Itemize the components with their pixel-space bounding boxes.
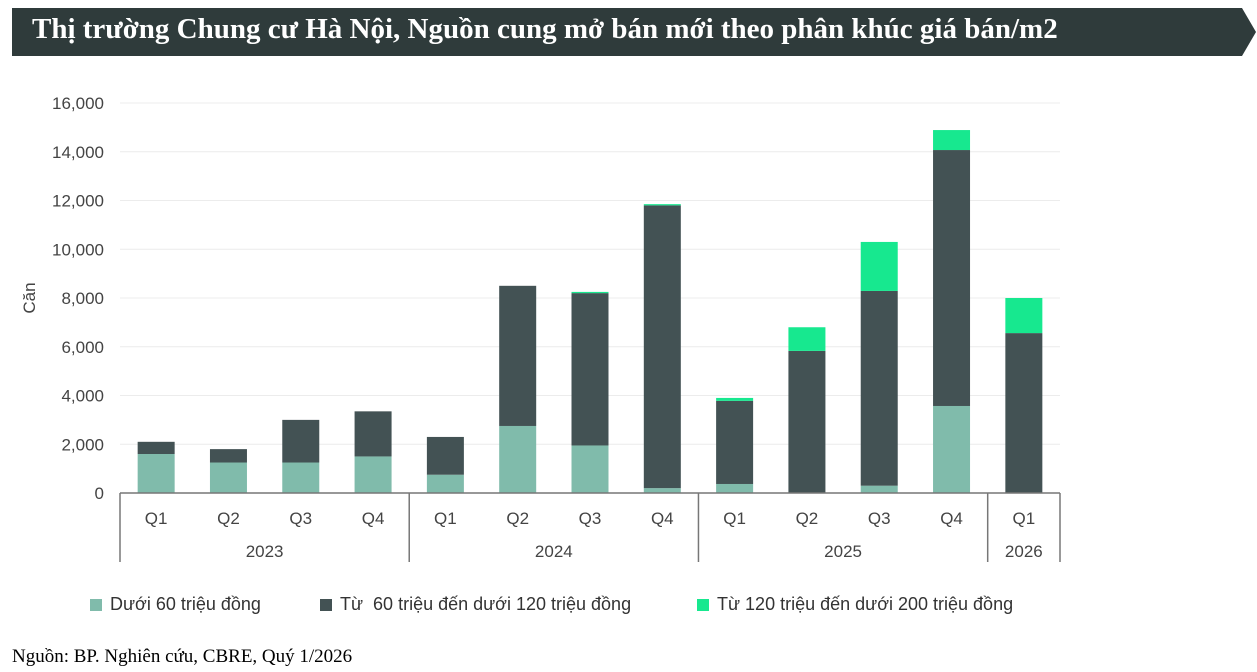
legend-item-2: Từ 60 triệu đến dưới 120 triệu đồng: [320, 594, 631, 615]
bar-segment-1: [426, 474, 464, 493]
x-tick-label: Q4: [940, 509, 963, 528]
bar-segment-2: [137, 441, 175, 454]
x-tick-label: Q2: [217, 509, 240, 528]
x-group-label: 2025: [824, 542, 862, 561]
bar-segment-3: [643, 204, 681, 206]
bar-segment-2: [282, 419, 320, 463]
y-tick-label: 0: [95, 484, 104, 503]
y-tick-label: 14,000: [52, 143, 104, 162]
y-tick-label: 2,000: [61, 435, 104, 454]
x-tick-label: Q3: [868, 509, 891, 528]
x-group-label: 2024: [535, 542, 573, 561]
y-tick-label: 10,000: [52, 240, 104, 259]
legend-item-1: Dưới 60 triệu đồng: [90, 594, 261, 615]
bar-segment-3: [788, 327, 826, 351]
title-banner: [12, 8, 1256, 56]
x-tick-label: Q4: [362, 509, 385, 528]
bar-segment-3: [860, 241, 898, 291]
bar-segment-3: [933, 130, 971, 151]
legend-swatch: [320, 598, 332, 611]
bar-segment-3: [1005, 298, 1043, 334]
x-tick-label: Q3: [579, 509, 602, 528]
bar-segment-2: [716, 400, 754, 484]
x-tick-label: Q2: [796, 509, 819, 528]
x-tick-label: Q1: [723, 509, 746, 528]
y-tick-label: 6,000: [61, 338, 104, 357]
x-tick-label: Q1: [145, 509, 168, 528]
source-note: Nguồn: BP. Nghiên cứu, CBRE, Quý 1/2026: [12, 646, 353, 667]
y-tick-label: 16,000: [52, 94, 104, 113]
legend-swatch: [90, 598, 102, 611]
bar-segment-1: [933, 405, 971, 493]
bar-segment-1: [571, 445, 609, 493]
y-tick-label: 4,000: [61, 387, 104, 406]
bar-segment-1: [137, 454, 175, 493]
y-tick-label: 8,000: [61, 289, 104, 308]
x-group-label: 2026: [1005, 542, 1043, 561]
bar-segment-1: [499, 425, 537, 493]
y-tick-label: 12,000: [52, 192, 104, 211]
bar-segment-1: [282, 462, 320, 493]
legend-label: Từ 120 triệu đến dưới 200 triệu đồng: [717, 594, 1014, 614]
bar-segment-2: [933, 150, 971, 406]
bar-segment-3: [571, 291, 609, 294]
bar-segment-1: [643, 488, 681, 493]
bar-segment-2: [1005, 333, 1043, 493]
legend-swatch: [697, 598, 709, 611]
x-tick-label: Q4: [651, 509, 674, 528]
bar-segment-2: [499, 285, 537, 426]
legend-label: Từ 60 triệu đến dưới 120 triệu đồng: [340, 594, 632, 614]
stacked-bar-chart: 0 2,000 4,000 6,000 8,000 10,000 12,000 14,000 1…: [20, 94, 1061, 562]
bar-segment-2: [643, 205, 681, 489]
x-tick-label: Q1: [1013, 509, 1036, 528]
y-axis-label: Căn: [20, 282, 39, 313]
bar-segment-2: [860, 290, 898, 486]
x-tick-label: Q3: [289, 509, 312, 528]
bar-segment-2: [571, 293, 609, 446]
bar-segment-1: [354, 456, 392, 493]
x-tick-label: Q1: [434, 509, 457, 528]
legend-item-3: Từ 120 triệu đến dưới 200 triệu đồng: [697, 594, 1013, 615]
bar-segment-2: [426, 436, 464, 475]
bar-segment-2: [354, 411, 392, 457]
bar-segment-3: [716, 397, 754, 401]
bar-segment-1: [209, 462, 247, 493]
chart-title: Thị trường Chung cư Hà Nội, Nguồn cung m…: [32, 13, 1058, 45]
x-tick-label: Q2: [506, 509, 529, 528]
bar-segment-2: [788, 350, 826, 493]
bar-segment-2: [209, 449, 247, 463]
bar-segment-1: [860, 485, 898, 493]
bar-segment-1: [716, 483, 754, 493]
legend-label: Dưới 60 triệu đồng: [110, 594, 261, 614]
x-group-label: 2023: [246, 542, 284, 561]
